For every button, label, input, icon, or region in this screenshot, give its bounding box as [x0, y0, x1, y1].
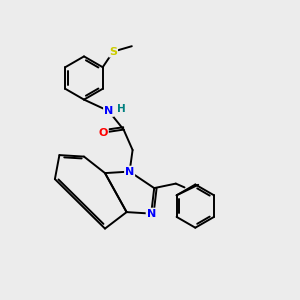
Text: O: O	[98, 128, 108, 138]
Text: N: N	[147, 208, 156, 219]
Text: N: N	[104, 106, 113, 116]
Text: S: S	[109, 46, 117, 57]
Text: N: N	[125, 167, 134, 177]
Text: H: H	[117, 103, 126, 114]
